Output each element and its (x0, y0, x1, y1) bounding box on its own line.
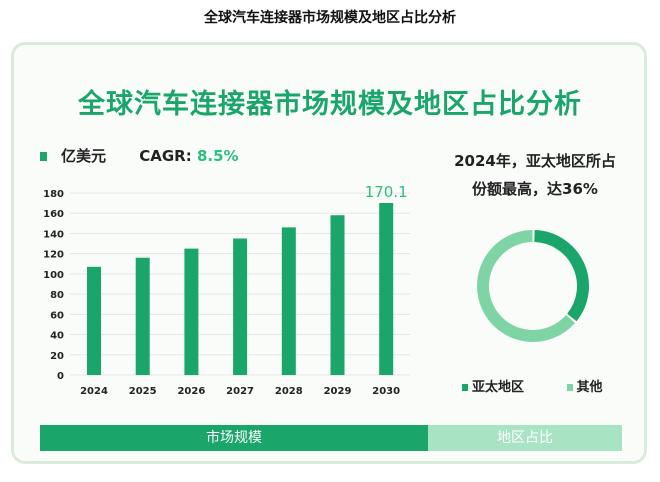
infographic-card (11, 42, 647, 464)
cagr-value: 8.5% (196, 147, 239, 165)
donut-slice (477, 230, 576, 342)
x-tick-label: 2029 (324, 386, 352, 397)
bar (330, 215, 345, 375)
y-tick-label: 0 (57, 371, 64, 382)
y-tick-label: 40 (50, 331, 64, 342)
x-tick-label: 2026 (177, 386, 205, 397)
footer-region-share: 地区占比 (428, 425, 622, 451)
legend-swatch-apac (462, 384, 468, 391)
bar (87, 266, 101, 375)
pie-title-line1: 2024年，亚太地区所占 (454, 152, 616, 170)
legend-swatch (40, 152, 47, 161)
y-tick-label: 140 (43, 229, 64, 240)
x-tick-label: 2030 (372, 386, 400, 397)
x-tick-label: 2027 (226, 386, 254, 397)
legend-swatch-other (566, 384, 573, 391)
y-tick-label: 160 (43, 209, 64, 220)
data-label: 170.1 (365, 183, 408, 201)
unit-label: 亿美元 (61, 147, 107, 165)
donut-slice (534, 230, 589, 322)
bar (379, 203, 394, 375)
y-tick-label: 20 (50, 351, 64, 362)
x-tick-label: 2024 (80, 386, 108, 397)
y-tick-label: 120 (43, 250, 64, 261)
bar (184, 248, 199, 375)
y-tick-label: 60 (50, 310, 64, 321)
legend-other: 其他 (576, 380, 603, 395)
bar (135, 257, 150, 375)
chart-heading: 全球汽车连接器市场规模及地区占比分析 (78, 89, 582, 120)
y-tick-label: 80 (50, 290, 64, 301)
x-tick-label: 2025 (129, 386, 157, 397)
footer-market-size: 市场规模 (40, 425, 428, 451)
bar-legend: 亿美元 CAGR: 8.5% (40, 145, 239, 166)
pie-legend: 亚太地区 其他 (462, 376, 603, 395)
y-tick-label: 180 (43, 189, 64, 200)
pie-title: 2024年，亚太地区所占 份额最高，达36% (420, 147, 650, 203)
y-tick-label: 100 (43, 270, 64, 281)
pie-title-line2: 份额最高，达36% (472, 180, 598, 198)
bar (281, 227, 296, 375)
page-title: 全球汽车连接器市场规模及地区占比分析 (204, 10, 456, 26)
bar (233, 238, 248, 375)
legend-apac: 亚太地区 (472, 380, 525, 395)
x-tick-label: 2028 (275, 386, 303, 397)
cagr-label: CAGR: (139, 147, 192, 165)
